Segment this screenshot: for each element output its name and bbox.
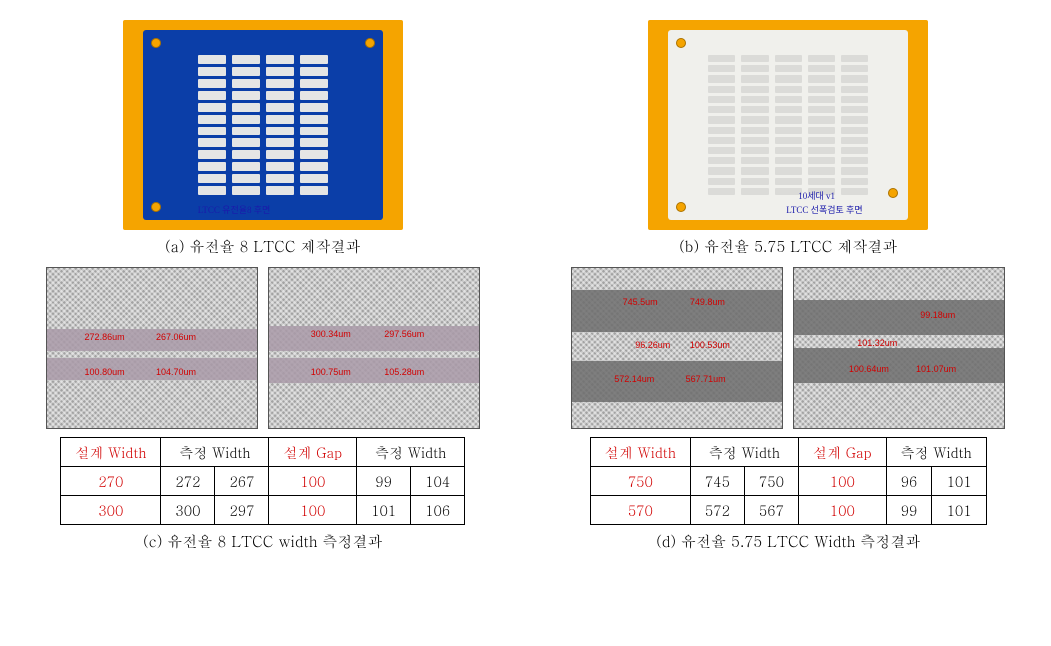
cell: 99 <box>357 467 411 496</box>
handwriting-b: LTCC 선폭검토 후면 <box>786 203 862 216</box>
table-d: 설계 Width 측정 Width 설계 Gap 측정 Width 750 74… <box>590 437 987 525</box>
cell: 750 <box>744 467 798 496</box>
cell: 99 <box>886 496 932 525</box>
cell: 100 <box>269 467 357 496</box>
hole <box>888 188 898 198</box>
photo-b: 10세대 v1 LTCC 선폭검토 후면 <box>648 20 928 230</box>
cell: 104 <box>411 467 465 496</box>
hole <box>365 38 375 48</box>
th-measured-width2: 측정 Width <box>886 438 986 467</box>
table-row: 570 572 567 100 99 101 <box>590 496 986 525</box>
photo-a: LTCC 유전율8 후면 <box>123 20 403 230</box>
caption-b: (b) 유전율 5.75 LTCC 제작결과 <box>679 236 897 257</box>
cell: 101 <box>357 496 411 525</box>
th-measured-width2: 측정 Width <box>357 438 465 467</box>
cell: 267 <box>215 467 269 496</box>
micro-row-d: 745.5um749.8um96.26um100.53um572.14um567… <box>571 267 1005 429</box>
micro-d-left: 745.5um749.8um96.26um100.53um572.14um567… <box>571 267 783 429</box>
cell: 100 <box>798 496 886 525</box>
cell: 300 <box>61 496 161 525</box>
hole <box>151 38 161 48</box>
cell: 106 <box>411 496 465 525</box>
cell: 567 <box>744 496 798 525</box>
caption-d: (d) 유전율 5.75 LTCC Width 측정결과 <box>656 531 920 552</box>
figure-grid: LTCC 유전율8 후면 (a) 유전율 8 LTCC 제작결과 10세대 v1… <box>20 20 1031 552</box>
cell: 100 <box>269 496 357 525</box>
subfig-c: 272.86um267.06um100.80um104.70um 300.34u… <box>20 267 506 552</box>
subfig-d: 745.5um749.8um96.26um100.53um572.14um567… <box>546 267 1032 552</box>
table-row: 설계 Width 측정 Width 설계 Gap 측정 Width <box>61 438 465 467</box>
cell: 270 <box>61 467 161 496</box>
substrate-a: LTCC 유전율8 후면 <box>143 30 383 220</box>
micro-d-right: 99.18um101.32um100.64um101.07um <box>793 267 1005 429</box>
cell: 101 <box>932 496 986 525</box>
th-design-width: 설계 Width <box>590 438 690 467</box>
pattern-b <box>708 55 868 195</box>
caption-c: (c) 유전율 8 LTCC width 측정결과 <box>143 531 383 552</box>
cell: 101 <box>932 467 986 496</box>
hole <box>151 202 161 212</box>
micro-row-c: 272.86um267.06um100.80um104.70um 300.34u… <box>46 267 480 429</box>
cell: 96 <box>886 467 932 496</box>
cell: 272 <box>161 467 215 496</box>
hole <box>676 202 686 212</box>
th-measured-width: 측정 Width <box>161 438 269 467</box>
cell: 300 <box>161 496 215 525</box>
cell: 572 <box>690 496 744 525</box>
subfig-b: 10세대 v1 LTCC 선폭검토 후면 (b) 유전율 5.75 LTCC 제… <box>546 20 1032 257</box>
handwriting-a: LTCC 유전율8 후면 <box>198 203 271 216</box>
pattern-a <box>198 55 328 195</box>
table-row: 300 300 297 100 101 106 <box>61 496 465 525</box>
th-design-gap: 설계 Gap <box>269 438 357 467</box>
cell: 750 <box>590 467 690 496</box>
table-row: 270 272 267 100 99 104 <box>61 467 465 496</box>
table-row: 설계 Width 측정 Width 설계 Gap 측정 Width <box>590 438 986 467</box>
caption-a: (a) 유전율 8 LTCC 제작결과 <box>165 236 360 257</box>
table-row: 750 745 750 100 96 101 <box>590 467 986 496</box>
table-c: 설계 Width 측정 Width 설계 Gap 측정 Width 270 27… <box>60 437 465 525</box>
subfig-a: LTCC 유전율8 후면 (a) 유전율 8 LTCC 제작결과 <box>20 20 506 257</box>
micro-c-right: 300.34um297.56um100.75um105.28um <box>268 267 480 429</box>
cell: 570 <box>590 496 690 525</box>
cell: 745 <box>690 467 744 496</box>
th-measured-width: 측정 Width <box>690 438 798 467</box>
cell: 100 <box>798 467 886 496</box>
micro-c-left: 272.86um267.06um100.80um104.70um <box>46 267 258 429</box>
th-design-gap: 설계 Gap <box>798 438 886 467</box>
th-design-width: 설계 Width <box>61 438 161 467</box>
substrate-b: 10세대 v1 LTCC 선폭검토 후면 <box>668 30 908 220</box>
handwriting-b2: 10세대 v1 <box>798 189 835 202</box>
hole <box>676 38 686 48</box>
cell: 297 <box>215 496 269 525</box>
